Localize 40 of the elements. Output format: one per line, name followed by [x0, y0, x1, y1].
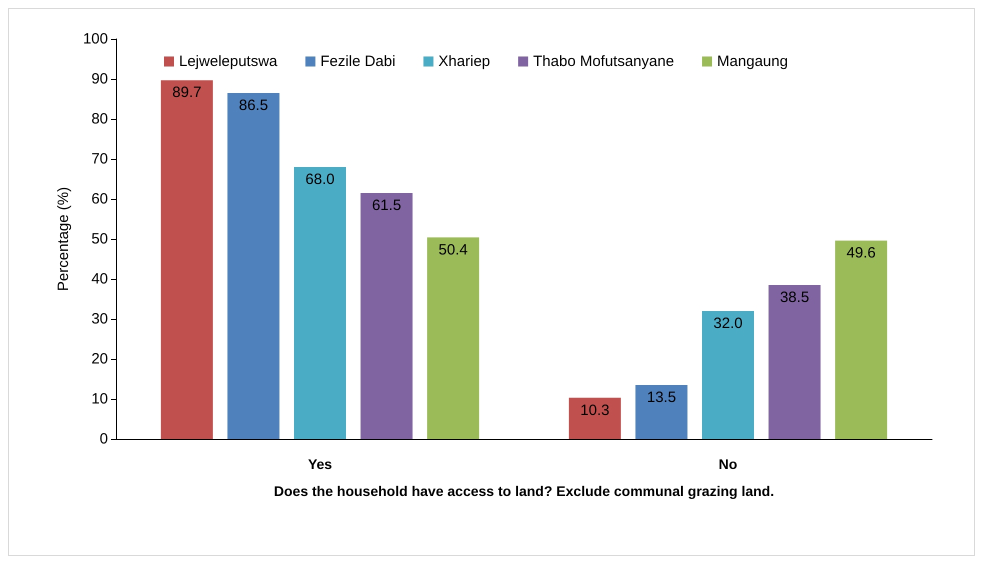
data-label: 89.7	[172, 84, 202, 102]
bar	[360, 193, 413, 439]
bar	[227, 93, 280, 439]
bar	[835, 240, 888, 439]
y-tick-label: 40	[91, 270, 108, 288]
y-tick-label: 30	[91, 310, 108, 328]
legend-label: Thabo Mofutsanyane	[533, 53, 674, 70]
legend-label: Fezile Dabi	[320, 53, 396, 70]
x-tick-label: Yes	[308, 456, 332, 472]
y-tick-label: 100	[82, 30, 108, 48]
x-tick-label: No	[718, 456, 738, 472]
y-tick-label: 70	[91, 150, 108, 168]
data-label: 68.0	[305, 171, 335, 188]
data-label: 13.5	[646, 389, 676, 406]
bar	[702, 311, 754, 439]
bar	[160, 80, 213, 439]
bar	[568, 398, 621, 439]
data-label: 86.5	[238, 97, 268, 114]
y-tick-label: 90	[91, 70, 108, 88]
data-label: 10.3	[580, 402, 610, 419]
y-tick-label: 50	[91, 230, 108, 248]
y-tick-label: 0	[100, 430, 108, 448]
data-label: 50.4	[438, 241, 468, 258]
bar	[294, 167, 346, 439]
legend-label: Lejweleputswa	[179, 53, 278, 70]
y-tick-label: 10	[91, 390, 108, 408]
x-axis-title: Does the household have access to land? Exclude communal grazing land.	[274, 483, 774, 499]
y-tick-label: 20	[91, 350, 108, 368]
bar	[768, 285, 821, 439]
legend-label: Xhariep	[438, 53, 490, 70]
bar	[427, 237, 480, 439]
y-tick-label: 60	[91, 190, 108, 208]
legend-label: Mangaung	[717, 53, 788, 70]
data-label: 38.5	[780, 289, 810, 306]
y-axis-title: Percentage (%)	[55, 186, 72, 292]
data-label: 49.6	[846, 244, 876, 262]
data-label: 32.0	[713, 315, 743, 332]
data-label: 61.5	[372, 197, 402, 214]
y-tick-label: 80	[91, 110, 108, 128]
bar	[635, 385, 688, 439]
